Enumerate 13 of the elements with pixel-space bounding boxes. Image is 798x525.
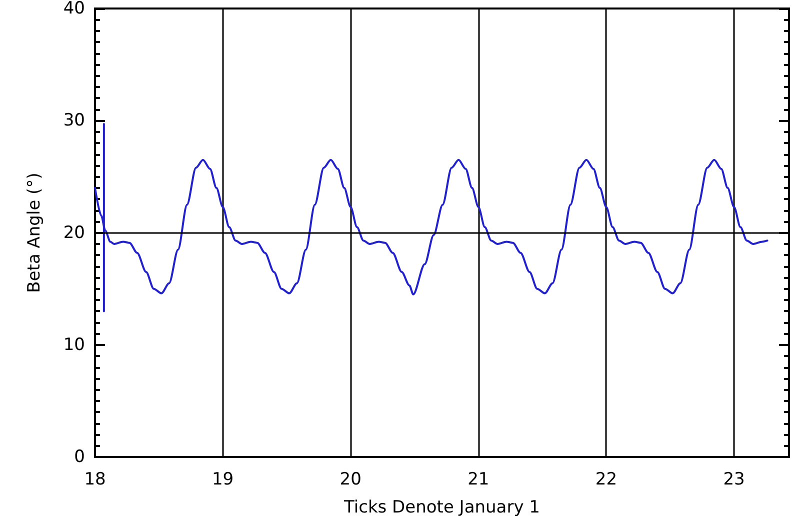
x-tick-label: 19 <box>212 470 234 490</box>
x-tick-label: 22 <box>595 470 618 490</box>
x-tick-label: 21 <box>468 470 490 490</box>
y-tick-label: 0 <box>74 447 85 467</box>
y-tick-label: 20 <box>63 222 85 243</box>
y-tick-label: 30 <box>63 110 85 131</box>
x-tick-label: 18 <box>84 470 106 490</box>
x-tick-label: 23 <box>723 470 745 490</box>
y-tick-label: 10 <box>63 334 85 355</box>
x-axis-title: Ticks Denote January 1 <box>343 498 540 518</box>
x-tick-label: 20 <box>340 470 362 490</box>
y-axis-title: Beta Angle (°) <box>24 172 44 293</box>
y-tick-label: 40 <box>63 0 85 18</box>
